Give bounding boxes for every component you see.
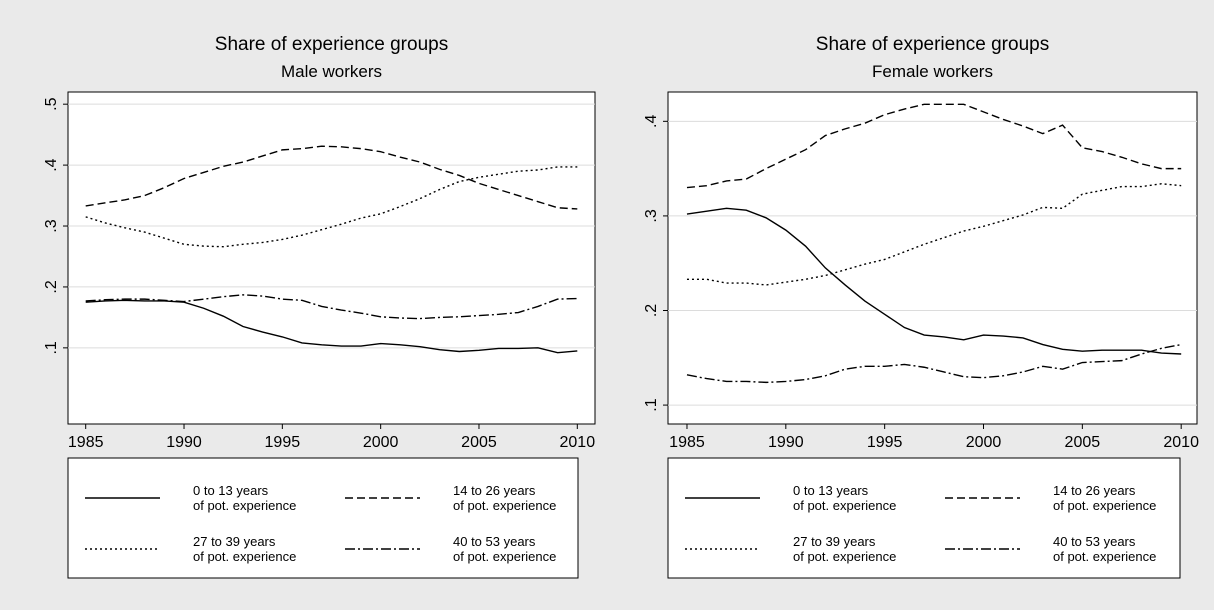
x-tick-label: 1990 (768, 434, 804, 451)
series-line (85, 166, 578, 248)
y-tick-label: .2 (43, 280, 60, 293)
x-tick-label: 2000 (966, 434, 1002, 451)
x-tick-label: 1995 (265, 434, 301, 451)
series-line (686, 207, 1182, 355)
x-tick-label: 1995 (867, 434, 903, 451)
legend-label: 40 to 53 years of pot. experience (453, 534, 557, 564)
legend-label: 0 to 13 years of pot. experience (193, 483, 297, 513)
y-tick-label: .2 (643, 304, 660, 317)
x-tick-label: 2000 (363, 434, 399, 451)
x-tick-label: 2010 (1163, 434, 1199, 451)
x-tick-label: 1985 (669, 434, 705, 451)
legend-label: 40 to 53 years of pot. experience (1053, 534, 1157, 564)
plot-area (667, 91, 1198, 425)
x-tick-label: 2005 (1065, 434, 1101, 451)
legend-label: 27 to 39 years of pot. experience (193, 534, 297, 564)
y-tick-label: .1 (643, 398, 660, 411)
chart-subtitle: Male workers (281, 62, 382, 81)
legend-box (667, 457, 1181, 579)
legend-label: 27 to 39 years of pot. experience (793, 534, 897, 564)
x-tick-label: 1990 (166, 434, 202, 451)
y-tick-label: .3 (643, 209, 660, 222)
series-line (85, 145, 578, 210)
legend-label: 14 to 26 years of pot. experience (1053, 483, 1157, 513)
series-line (85, 299, 578, 354)
x-tick-label: 1985 (68, 434, 104, 451)
chart-title: Share of experience groups (816, 34, 1049, 55)
y-tick-label: .3 (43, 219, 60, 232)
y-tick-label: .4 (43, 158, 60, 171)
legend-label: 0 to 13 years of pot. experience (793, 483, 897, 513)
plot-area (67, 91, 596, 425)
y-tick-label: .4 (643, 115, 660, 128)
y-tick-label: .1 (43, 341, 60, 354)
legend-label: 14 to 26 years of pot. experience (453, 483, 557, 513)
legend-box (67, 457, 579, 579)
series-line (85, 294, 578, 320)
series-line (686, 343, 1182, 384)
y-tick-label: .5 (43, 97, 60, 110)
series-line (686, 103, 1182, 189)
chart-title: Share of experience groups (215, 34, 448, 55)
chart-subtitle: Female workers (872, 62, 993, 81)
x-tick-label: 2005 (461, 434, 497, 451)
x-tick-label: 2010 (560, 434, 596, 451)
